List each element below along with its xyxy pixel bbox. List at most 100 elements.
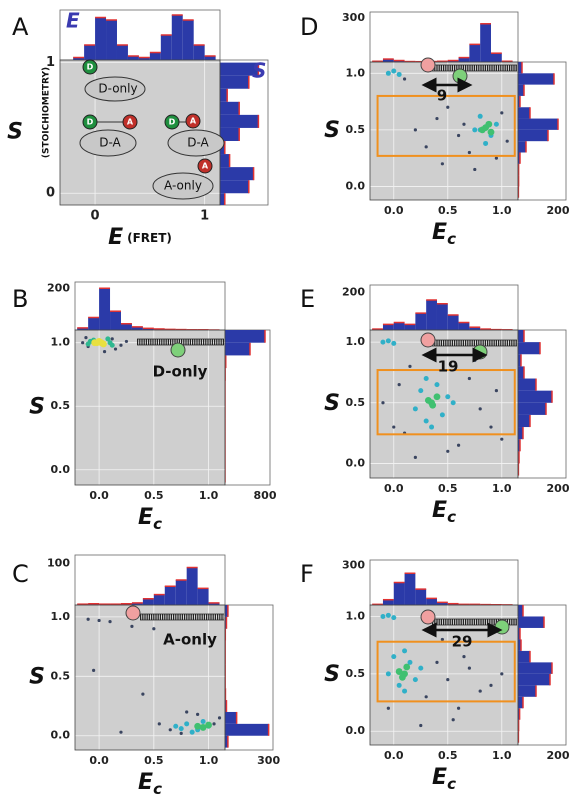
point (446, 449, 450, 453)
panel-label: E (300, 285, 315, 313)
hist-bar (88, 317, 100, 330)
point (185, 710, 189, 714)
state-label: A-only (164, 179, 202, 193)
point (412, 677, 418, 683)
point (467, 376, 471, 381)
x-tick-label: 0.5 (144, 754, 164, 767)
top-hist-tick-label: 300 (342, 558, 365, 571)
point (97, 339, 105, 347)
point (86, 617, 90, 621)
hist-bar (164, 586, 176, 605)
point (478, 689, 482, 693)
hist-bar (518, 107, 530, 119)
point (412, 406, 418, 412)
donor-dye (82, 114, 98, 130)
hist-bar (518, 366, 524, 379)
y-axis-label: S (324, 662, 340, 687)
right-hist-area (224, 329, 271, 486)
scatter-points (385, 68, 509, 172)
x-tick-label: 1.0 (492, 204, 512, 217)
hist-bar (518, 685, 536, 697)
scatter-points (86, 617, 222, 735)
hist-bar (171, 15, 183, 60)
x-tick-label: 0.5 (438, 204, 458, 217)
point (399, 673, 406, 681)
point (408, 364, 412, 368)
x-tick-label: 0.5 (438, 749, 458, 762)
dye-bead (420, 332, 436, 348)
hist-bar (208, 602, 220, 605)
dye-bead (472, 344, 488, 360)
hist-bar (518, 616, 544, 628)
hist-bar (393, 322, 405, 330)
point (439, 412, 445, 418)
hist-bar (175, 580, 187, 605)
hist-bar (220, 62, 259, 76)
point (395, 668, 403, 675)
dye-bead (494, 619, 510, 635)
point (418, 388, 424, 394)
state-label: D-A (187, 136, 209, 150)
plot-border (74, 604, 226, 751)
y-axis-label: S (324, 118, 340, 143)
x-tick-label: 1.0 (199, 754, 219, 767)
point (446, 105, 450, 109)
y-tick-label: 0.0 (51, 463, 71, 476)
point (478, 126, 486, 134)
point (413, 128, 417, 132)
hist-bar (458, 57, 470, 62)
point (505, 139, 509, 143)
right-hist-tick-label: 800 (254, 489, 277, 502)
selection-box (376, 94, 516, 157)
hist-bar (142, 328, 154, 330)
hist-bar (458, 322, 470, 330)
state-label: D-only (98, 82, 137, 96)
point (391, 68, 397, 74)
point (493, 121, 499, 127)
top-hist-label: E (66, 9, 80, 33)
y-tick-label: 0.0 (51, 729, 71, 742)
hist-bar (220, 114, 259, 128)
acceptor-dye (122, 114, 138, 130)
annotation: A-only (163, 631, 217, 649)
panel-label: B (12, 285, 28, 313)
y-tick-label: 1.0 (51, 610, 71, 623)
top-hist-tick-label: 300 (342, 11, 365, 24)
donor-label: D (169, 118, 176, 127)
point (428, 399, 435, 407)
plot-border (369, 329, 519, 479)
scatter-points (380, 612, 504, 728)
point (462, 122, 466, 126)
point (184, 721, 190, 727)
point (194, 722, 202, 730)
x-tick-label: 1.0 (492, 482, 512, 495)
plot-area (75, 330, 225, 485)
point (402, 648, 408, 654)
selection-box (376, 369, 516, 436)
state-ellipse (84, 76, 146, 102)
point (173, 723, 179, 729)
hist-bar (480, 23, 491, 62)
hist-bar (131, 602, 143, 605)
hist-bar (84, 45, 96, 60)
point (200, 718, 206, 724)
right-hist-tick-label: 200 (547, 482, 570, 495)
plot-border (59, 59, 221, 206)
hist-bar (160, 35, 172, 60)
state-ellipse (167, 129, 225, 157)
hist-bar (110, 311, 121, 330)
hist-bar (382, 324, 394, 330)
hist-bar (518, 354, 521, 367)
point (435, 116, 439, 121)
x-axis-note: (FRET) (127, 231, 172, 245)
hist-bar (106, 20, 117, 60)
hist-bar (220, 167, 254, 181)
point (124, 339, 129, 344)
point (84, 336, 88, 340)
donor-label: D (87, 118, 94, 127)
annotation: 29 (452, 633, 473, 651)
x-tick-label: 0 (91, 209, 100, 224)
panel-label: A (12, 13, 29, 41)
acceptor-label: A (190, 117, 197, 126)
